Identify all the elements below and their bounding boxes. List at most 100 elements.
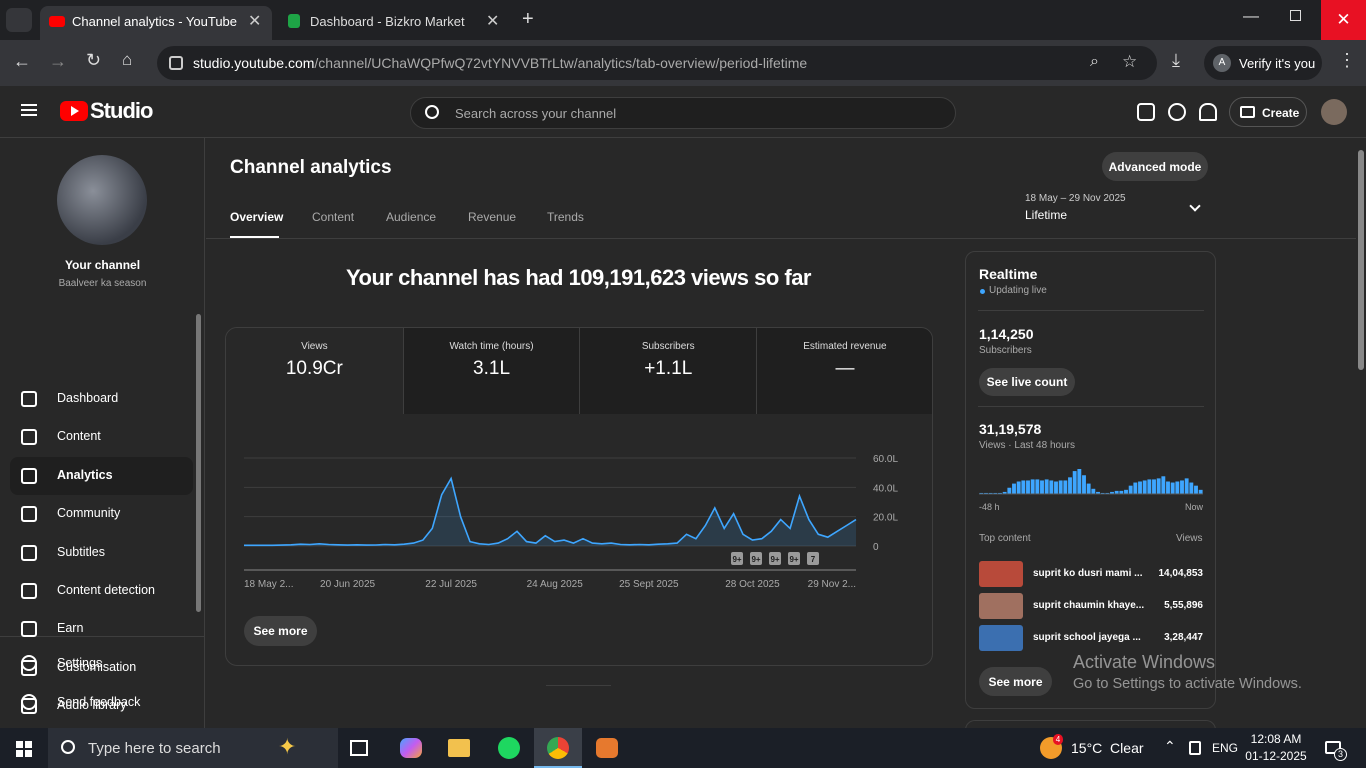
- tab-close[interactable]: ✕: [248, 13, 262, 30]
- nav-icon: [21, 391, 37, 407]
- video-title: suprit chaumin khaye...: [1033, 600, 1145, 611]
- chrome[interactable]: [534, 728, 582, 768]
- overview-card: Views 10.9Cr Watch time (hours) 3.1L Subscri…: [225, 327, 933, 666]
- see-more[interactable]: See more: [244, 616, 317, 646]
- tab-search[interactable]: [6, 8, 32, 32]
- live-dot: [980, 289, 985, 294]
- search-highlight: ✦: [278, 734, 297, 759]
- maximize[interactable]: [1290, 10, 1301, 21]
- nav-icon: [21, 506, 37, 523]
- site-info[interactable]: [169, 56, 183, 70]
- nav-label: Analytics: [57, 467, 113, 482]
- taskbar-search[interactable]: Type here to search ✦: [48, 728, 338, 768]
- analytics-tab[interactable]: Trends: [547, 210, 584, 224]
- back[interactable]: ←: [13, 51, 31, 71]
- advanced-mode[interactable]: Advanced mode: [1102, 152, 1208, 181]
- help-icon[interactable]: [1168, 103, 1186, 121]
- period-dropdown[interactable]: [1189, 200, 1201, 212]
- period[interactable]: Lifetime: [1025, 208, 1068, 222]
- video-views: 14,04,853: [1158, 568, 1204, 579]
- see-more[interactable]: See more: [979, 667, 1052, 696]
- nav-item[interactable]: Dashboard: [10, 380, 193, 418]
- scrollbar: [1356, 139, 1366, 728]
- metric-tile[interactable]: Estimated revenue —: [756, 328, 932, 414]
- analytics-tab[interactable]: Revenue: [468, 210, 517, 224]
- account-avatar[interactable]: [1321, 99, 1347, 125]
- top-content-row[interactable]: suprit ko dusri mami ... 14,04,853: [979, 561, 1205, 588]
- metric-label: Watch time (hours): [449, 341, 534, 352]
- tab[interactable]: Dashboard - Bizkro Market ✕: [278, 6, 512, 40]
- channel-name: Baalveer ka season: [58, 278, 147, 289]
- language[interactable]: ENG: [1212, 741, 1239, 755]
- task-view[interactable]: [350, 740, 368, 756]
- nav-label: Dashboard: [57, 391, 119, 405]
- hamburger[interactable]: [21, 104, 37, 106]
- nav-item[interactable]: Community: [10, 495, 193, 533]
- metric-tile[interactable]: Subscribers +1.1L: [579, 328, 757, 414]
- bookmark[interactable]: ☆: [1122, 52, 1138, 71]
- downloads[interactable]: ⤓: [1172, 50, 1180, 70]
- explorer[interactable]: [448, 739, 470, 757]
- nav-item[interactable]: Content detection: [10, 572, 193, 610]
- live-count[interactable]: See live count: [979, 368, 1075, 396]
- start[interactable]: [16, 741, 32, 757]
- top-content-row[interactable]: suprit school jayega ... 3,28,447: [979, 625, 1205, 652]
- forward[interactable]: →: [49, 51, 67, 71]
- notifications-icon[interactable]: [1199, 103, 1217, 121]
- date-range: 18 May – 29 Nov 2025: [1025, 193, 1126, 204]
- create-button[interactable]: Create: [1229, 97, 1307, 127]
- nav-label: Earn: [57, 621, 84, 636]
- metric-tile[interactable]: Views 10.9Cr: [226, 328, 403, 414]
- nav-item[interactable]: Analytics: [10, 456, 193, 495]
- divider: [546, 685, 611, 686]
- nav-label: Audio library: [57, 698, 127, 713]
- nav-label: Content detection: [57, 583, 155, 597]
- footer-item[interactable]: Settings: [10, 645, 193, 683]
- analytics-tab[interactable]: Overview: [230, 210, 284, 224]
- minimize[interactable]: —: [1243, 8, 1259, 25]
- scrollbar-thumb[interactable]: [1358, 150, 1364, 370]
- nav-label: Subtitles: [57, 544, 105, 559]
- address-bar[interactable]: studio.youtube.com/channel/UChaWQPfwQ72v…: [157, 46, 1157, 80]
- metric-tile[interactable]: Watch time (hours) 3.1L: [402, 328, 580, 414]
- reload[interactable]: ↻: [86, 50, 102, 70]
- menu[interactable]: ⋮: [1338, 50, 1356, 70]
- zoom[interactable]: ⌕: [1090, 53, 1099, 70]
- tray-chevron[interactable]: ⌃: [1164, 738, 1176, 754]
- profile[interactable]: A Verify it's you: [1204, 46, 1322, 80]
- clock-date[interactable]: 01-12-2025: [1245, 749, 1307, 763]
- tray-icon[interactable]: [1189, 741, 1201, 755]
- yt-favicon: [49, 16, 65, 27]
- nav-item[interactable]: Subtitles: [10, 534, 193, 572]
- spotify[interactable]: [498, 737, 520, 759]
- weather[interactable]: 15°C Clear: [1071, 740, 1144, 756]
- analytics-tab[interactable]: Audience: [386, 210, 437, 224]
- top-content-row[interactable]: suprit chaumin khaye... 5,55,896: [979, 593, 1205, 620]
- weather-badge: 4: [1053, 734, 1063, 745]
- copilot[interactable]: [400, 738, 422, 758]
- tab-close[interactable]: ✕: [486, 13, 500, 30]
- analytics-tab[interactable]: Content: [312, 210, 355, 224]
- search[interactable]: Search across your channel: [410, 97, 956, 129]
- nav-item[interactable]: Earn: [10, 610, 193, 648]
- notification-center[interactable]: [1325, 741, 1341, 754]
- yt-logo[interactable]: [60, 101, 88, 121]
- feedback-icon[interactable]: [1137, 103, 1155, 121]
- footer-item[interactable]: Send feedback: [10, 684, 193, 722]
- sidebar: Your channel Baalveer ka season Dashboar…: [0, 138, 205, 728]
- activate-title: Activate Windows: [1073, 652, 1216, 672]
- channel-avatar[interactable]: [57, 155, 147, 245]
- home[interactable]: ⌂: [122, 50, 133, 69]
- tab-active[interactable]: Channel analytics - YouTube St ✕: [40, 6, 272, 40]
- new-tab[interactable]: +: [522, 8, 534, 30]
- nav-icon: [21, 467, 37, 484]
- fl-studio[interactable]: [596, 738, 618, 758]
- clock-time[interactable]: 12:08 AM: [1250, 732, 1302, 746]
- studio-header: Studio Search across your channel Create: [0, 86, 1366, 138]
- tab-underline: [230, 236, 279, 238]
- close[interactable]: ✕: [1321, 0, 1366, 40]
- nav-item[interactable]: Content: [10, 418, 193, 456]
- metric-value: —: [835, 358, 855, 379]
